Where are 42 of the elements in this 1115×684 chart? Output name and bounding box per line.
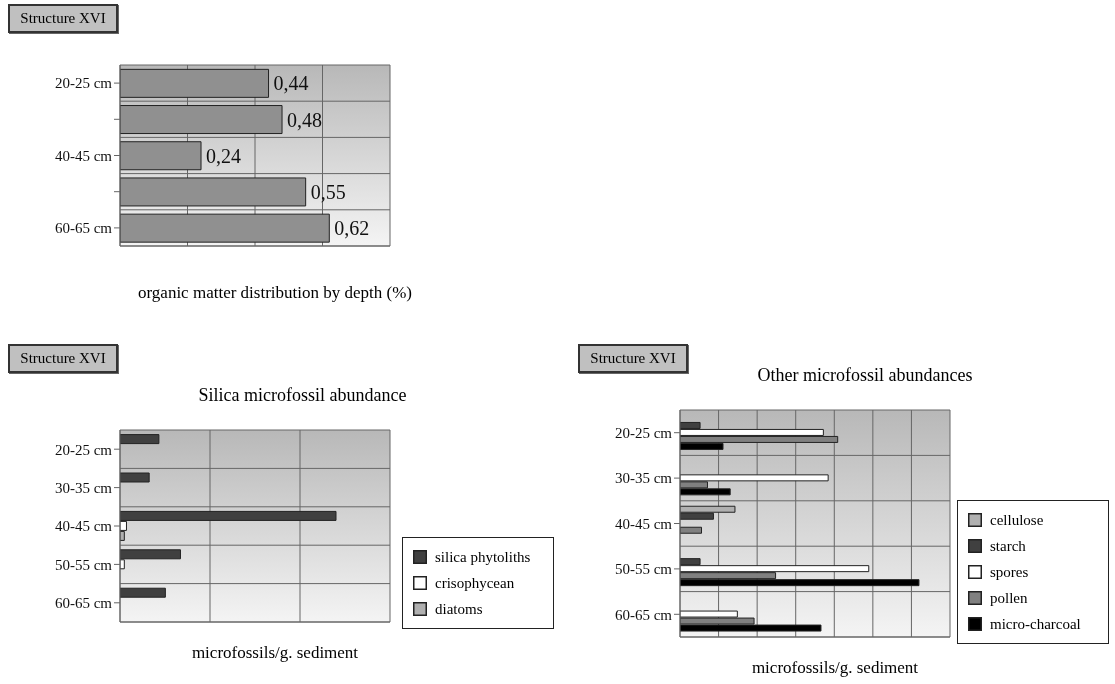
y-tick-label: 60-65 cm <box>54 595 113 612</box>
y-tick-label: 50-55 cm <box>54 556 113 573</box>
bar <box>120 105 283 135</box>
text: Structure XVI <box>8 4 118 33</box>
bar <box>120 177 307 207</box>
y-tick-label: 20-25 cm <box>54 75 113 92</box>
text: Structure XVI <box>578 344 688 373</box>
data-label: 0,24 <box>206 144 242 167</box>
text: Structure XVI <box>8 344 118 373</box>
legend-label: spores <box>990 563 1029 581</box>
data-label: 0,44 <box>273 72 309 95</box>
x-axis-title: organic matter distribution by depth (%) <box>137 283 413 303</box>
legend-label: silica phytoliths <box>435 548 531 566</box>
legend-label: starch <box>990 537 1026 555</box>
bar <box>120 68 270 98</box>
data-label: 0,48 <box>287 108 323 131</box>
legend-label: crisophycean <box>435 574 515 592</box>
bar <box>120 472 150 483</box>
y-tick-label: 20-25 cm <box>614 425 673 442</box>
legend-label: pollen <box>990 589 1028 607</box>
y-tick-label: 60-65 cm <box>54 220 113 237</box>
legend-label: diatoms <box>435 600 483 618</box>
x-axis-title: microfossils/g. sediment <box>750 658 920 678</box>
data-label: 0,62 <box>334 217 370 240</box>
chart-title: Other microfossil abundances <box>756 365 974 386</box>
chart-title: Silica microfossil abundance <box>197 385 408 406</box>
x-axis-title: microfossils/g. sediment <box>190 643 360 663</box>
y-tick-label: 60-65 cm <box>614 606 673 623</box>
y-tick-label: 40-45 cm <box>54 518 113 535</box>
y-tick-label: 30-35 cm <box>54 479 113 496</box>
y-tick-label: 20-25 cm <box>54 441 113 458</box>
bar <box>680 526 702 534</box>
legend-label: micro-charcoal <box>990 615 1081 633</box>
legend-label: cellulose <box>990 511 1044 529</box>
bar <box>120 587 166 598</box>
y-tick-label: 40-45 cm <box>614 515 673 532</box>
y-tick-label: 50-55 cm <box>614 561 673 578</box>
bar <box>120 141 202 171</box>
y-tick-label: 40-45 cm <box>54 147 113 164</box>
bar <box>120 434 160 445</box>
bar <box>120 213 330 243</box>
y-tick-label: 30-35 cm <box>614 470 673 487</box>
